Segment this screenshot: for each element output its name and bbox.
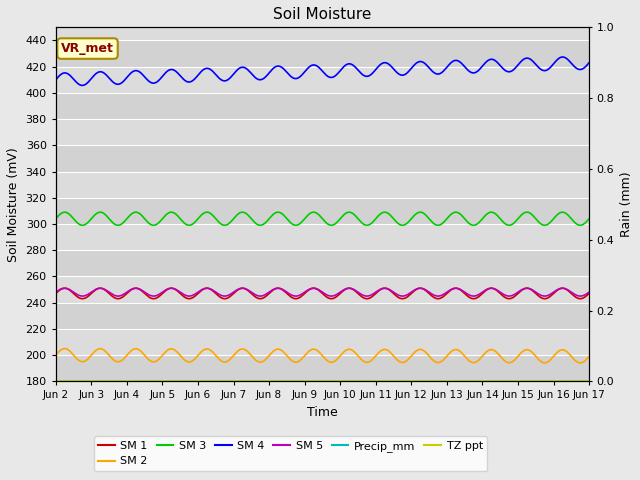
TZ ppt — [285, 378, 293, 384]
SM 4 — [585, 60, 593, 66]
Line: SM 3: SM 3 — [56, 212, 589, 225]
SM 2 — [557, 347, 564, 353]
TZ ppt — [556, 378, 563, 384]
SM 1 — [212, 291, 220, 297]
Bar — [56, 329, 589, 355]
SM 2 — [119, 357, 127, 362]
SM 3 — [287, 220, 294, 226]
SM 3 — [52, 216, 60, 222]
SM 5 — [557, 286, 564, 291]
Line: SM 4: SM 4 — [56, 57, 589, 85]
Bar — [56, 198, 589, 224]
SM 3 — [577, 222, 584, 228]
SM 3 — [585, 216, 593, 222]
SM 4 — [557, 54, 564, 60]
SM 2 — [230, 352, 238, 358]
Precip_mm — [285, 378, 293, 384]
Line: SM 2: SM 2 — [56, 348, 589, 363]
Precip_mm — [117, 378, 125, 384]
SM 1 — [119, 294, 127, 300]
Precip_mm — [211, 378, 219, 384]
SM 2 — [239, 346, 247, 352]
Legend: SM 1, SM 2, SM 3, SM 4, SM 5, Precip_mm, TZ ppt: SM 1, SM 2, SM 3, SM 4, SM 5, Precip_mm,… — [93, 436, 487, 471]
X-axis label: Time: Time — [307, 406, 338, 419]
TZ ppt — [117, 378, 125, 384]
Bar — [56, 355, 589, 381]
Bar — [56, 145, 589, 171]
Bar — [56, 276, 589, 302]
Bar — [56, 250, 589, 276]
TZ ppt — [211, 378, 219, 384]
SM 5 — [52, 289, 60, 295]
Title: Soil Moisture: Soil Moisture — [273, 7, 372, 22]
SM 4 — [119, 79, 127, 85]
SM 3 — [230, 215, 238, 221]
SM 1 — [577, 296, 584, 301]
SM 5 — [577, 293, 584, 299]
SM 5 — [212, 289, 220, 295]
TZ ppt — [52, 378, 60, 384]
SM 1 — [585, 290, 593, 296]
SM 5 — [119, 292, 127, 298]
SM 1 — [61, 285, 68, 291]
SM 5 — [230, 289, 238, 295]
TZ ppt — [228, 378, 236, 384]
Bar — [56, 119, 589, 145]
SM 4 — [239, 64, 247, 70]
SM 2 — [585, 353, 593, 359]
SM 1 — [287, 294, 294, 300]
SM 2 — [212, 353, 220, 359]
Line: SM 1: SM 1 — [56, 288, 589, 299]
SM 4 — [287, 73, 294, 79]
Bar — [56, 67, 589, 93]
Precip_mm — [228, 378, 236, 384]
SM 2 — [52, 352, 60, 358]
TZ ppt — [237, 378, 245, 384]
SM 3 — [239, 209, 247, 215]
SM 4 — [230, 71, 238, 76]
SM 2 — [287, 357, 294, 362]
Bar — [56, 93, 589, 119]
Bar — [56, 171, 589, 198]
SM 5 — [239, 285, 247, 291]
Precip_mm — [585, 378, 593, 384]
SM 3 — [61, 209, 68, 215]
TZ ppt — [585, 378, 593, 384]
Text: VR_met: VR_met — [61, 42, 114, 55]
Line: SM 5: SM 5 — [56, 288, 589, 296]
SM 3 — [212, 216, 220, 222]
Bar — [56, 224, 589, 250]
SM 5 — [61, 285, 68, 291]
SM 1 — [230, 290, 238, 296]
Bar — [56, 302, 589, 329]
Y-axis label: Soil Moisture (mV): Soil Moisture (mV) — [7, 147, 20, 262]
SM 2 — [577, 360, 584, 366]
SM 1 — [557, 286, 564, 291]
SM 4 — [212, 72, 220, 78]
Bar — [56, 40, 589, 67]
SM 3 — [119, 220, 127, 226]
SM 4 — [79, 83, 86, 88]
SM 5 — [585, 289, 593, 295]
SM 5 — [287, 292, 294, 298]
Precip_mm — [52, 378, 60, 384]
Precip_mm — [556, 378, 563, 384]
SM 4 — [559, 54, 566, 60]
SM 3 — [557, 210, 564, 216]
SM 1 — [239, 285, 247, 291]
SM 1 — [52, 290, 60, 296]
Y-axis label: Rain (mm): Rain (mm) — [620, 171, 633, 237]
SM 2 — [61, 346, 68, 351]
SM 4 — [52, 77, 60, 83]
Precip_mm — [237, 378, 245, 384]
